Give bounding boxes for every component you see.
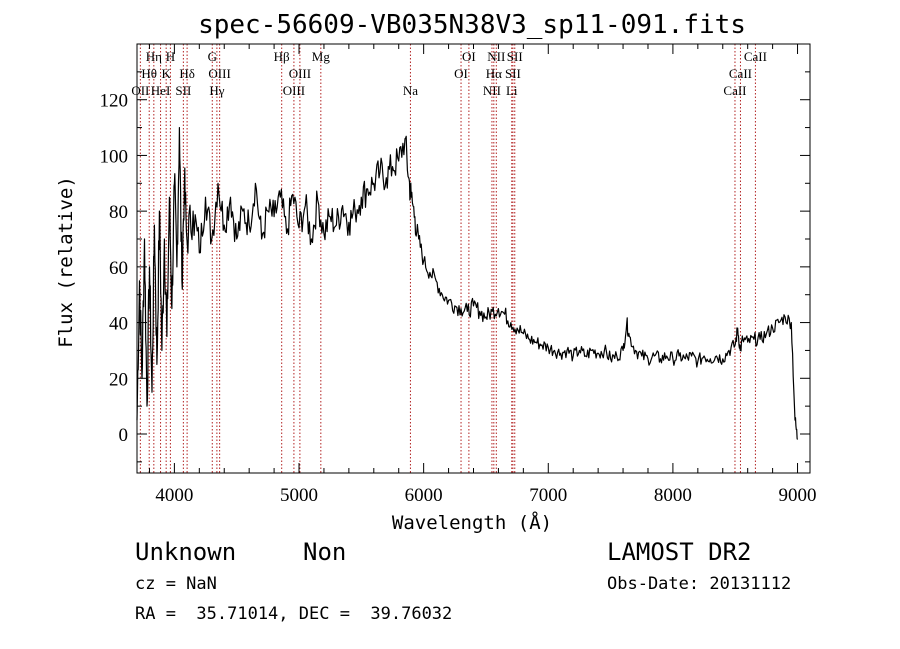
line-label-23: SII <box>507 49 523 64</box>
line-label-24: CaII <box>723 83 746 98</box>
line-label-20: NII <box>487 49 505 64</box>
x-axis-ticks: 4000 5000 6000 7000 8000 9000 <box>148 44 817 506</box>
line-label-6: SII <box>175 83 191 98</box>
spectral-line-labels: OIIHθHηHeIKHSIIHδGHγOIIIHβOIIIOIIIMgNaOI… <box>131 49 767 98</box>
x-tick-label-8000: 8000 <box>654 485 692 506</box>
redshift-cz: cz = NaN <box>135 574 217 594</box>
line-label-14: Mg <box>312 49 331 64</box>
plot-frame <box>136 43 811 474</box>
line-label-21: Li <box>506 83 518 98</box>
line-label-16: OI <box>454 66 468 81</box>
y-axis-label: Flux (relative) <box>55 176 77 348</box>
x-axis-label: Wavelength (Å) <box>392 511 552 534</box>
survey-name: LAMOST DR2 <box>607 538 752 566</box>
spectrum-series-line <box>136 127 799 440</box>
line-label-9: Hγ <box>209 83 224 98</box>
line-label-5: H <box>166 49 175 64</box>
x-tick-label-9000: 9000 <box>779 485 817 506</box>
y-tick-label-60: 60 <box>109 258 128 279</box>
y-tick-label-20: 20 <box>109 369 128 390</box>
line-label-26: CaII <box>744 49 767 64</box>
line-label-15: Na <box>403 83 418 98</box>
x-tick-label-4000: 4000 <box>155 485 193 506</box>
line-label-1: Hθ <box>141 66 157 81</box>
line-label-22: SII <box>505 66 521 81</box>
y-tick-label-120: 120 <box>100 91 129 112</box>
line-label-7: Hδ <box>179 66 195 81</box>
line-label-3: HeI <box>151 83 171 98</box>
line-label-17: OI <box>462 49 476 64</box>
line-label-19: Hα <box>486 66 502 81</box>
x-tick-label-5000: 5000 <box>280 485 318 506</box>
line-label-11: Hβ <box>274 49 290 64</box>
line-label-25: CaII <box>729 66 752 81</box>
x-tick-label-6000: 6000 <box>405 485 443 506</box>
y-axis-ticks: 0 20 40 60 80 100 120 <box>100 71 810 463</box>
observation-date: Obs-Date: 20131112 <box>607 574 792 594</box>
y-tick-label-80: 80 <box>109 202 128 223</box>
chart-title: spec-56609-VB035N38V3_sp11-091.fits <box>198 10 746 40</box>
line-label-12: OIII <box>283 83 305 98</box>
object-subclass: Non <box>303 538 347 566</box>
line-label-13: OIII <box>289 66 311 81</box>
y-tick-label-0: 0 <box>119 425 129 446</box>
y-tick-label-100: 100 <box>100 146 129 167</box>
line-label-18: NII <box>483 83 501 98</box>
y-tick-label-40: 40 <box>109 314 128 335</box>
line-label-2: Hη <box>146 49 162 64</box>
object-class: Unknown <box>135 538 237 566</box>
sky-coordinates: RA = 35.71014, DEC = 39.76032 <box>135 604 453 624</box>
line-label-0: OII <box>131 83 149 98</box>
line-label-10: OIII <box>208 66 230 81</box>
spectral-line-markers <box>139 44 756 473</box>
x-tick-label-7000: 7000 <box>529 485 567 506</box>
line-label-8: G <box>208 49 217 64</box>
line-label-4: K <box>161 66 171 81</box>
